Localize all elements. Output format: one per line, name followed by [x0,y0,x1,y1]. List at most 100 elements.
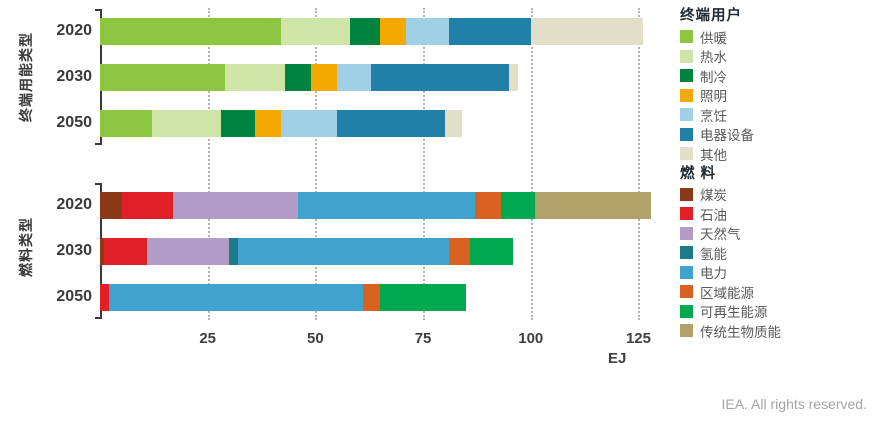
legend-label: 制冷 [700,69,727,85]
legend-label: 石油 [700,207,727,223]
legend-item: 电力 [680,263,872,283]
x-axis-unit-label: EJ [608,350,627,367]
group-fuel: 2020 2030 2050 [56,182,660,320]
legend-item: 氢能 [680,243,872,263]
bar-segment [535,191,652,219]
legend-swatch [680,324,693,338]
rows-enduse: 2020 2030 2050 [56,8,660,146]
legend-item: 供暖 [680,27,872,47]
bar-row: 2030 [56,54,660,100]
legend-section-title: 终端用户 [680,8,742,24]
y-group-label-fuel: 燃料类型 [18,217,34,277]
year-label: 2020 [56,22,92,39]
gridline [638,8,641,320]
bar-segment [147,237,230,265]
bar-row: 2030 [56,228,660,274]
year-label: 2050 [56,114,92,131]
stacked-bar [100,63,660,91]
legend-label: 传统生物质能 [700,324,781,340]
legend-swatch [680,226,693,240]
bar-segment [173,191,299,219]
legend-swatch [680,304,693,318]
bar-segment [280,109,337,137]
bar-groups: 2020 2030 2050 2020 2030 2050 [56,8,660,320]
bar-segment [474,191,501,219]
legend-item: 照明 [680,86,872,106]
bar-segment [100,191,122,219]
legend-item: 石油 [680,204,872,224]
bar-segment [311,63,337,91]
stacked-bar [100,237,660,265]
bar-segment [108,283,363,311]
legend-swatch [680,187,693,201]
legend-item: 可再生能源 [680,302,872,322]
bar-segment [530,17,643,45]
bar-segment [298,191,475,219]
legend-label: 可再生能源 [700,305,768,321]
x-axis: 25 50 75 100 125 [100,330,660,350]
group-enduse: 2020 2030 2050 [56,8,660,146]
bar-segment [100,63,225,91]
x-tick-label: 50 [307,330,324,347]
gridline [423,8,426,320]
x-tick-label: 25 [199,330,217,347]
stacked-bar [100,109,660,137]
year-label: 2030 [56,68,92,85]
legend-swatch [680,246,693,260]
bar-segment [100,17,281,45]
legend-swatch [680,147,693,161]
legend-swatch [680,69,693,83]
legend-item: 天然气 [680,224,872,244]
legend-swatch [680,49,693,63]
year-label: 2020 [56,196,92,213]
bar-segment [104,237,148,265]
legend-label: 煤炭 [700,188,727,204]
bar-segment [448,237,471,265]
bar-segment [371,63,510,91]
legend-swatch [680,285,693,299]
bar-segment [151,109,221,137]
bar-segment [100,237,105,265]
legend: 终端用户供暖热水制冷照明 烹饪电器设备其他燃 料煤炭石油天然气 氢能 电力区域能源可再… [680,6,872,341]
bar-segment [220,109,256,137]
stacked-bar [100,17,660,45]
bar-segment [121,191,174,219]
legend-item: 煤炭 [680,185,872,205]
bar-segment [280,17,350,45]
bar-segment [100,109,152,137]
stacked-bar [100,283,660,311]
legend-label: 热水 [700,50,727,66]
bar-segment [285,63,312,91]
rows-fuel: 2020 2030 2050 [56,182,660,320]
bar-segment [336,63,372,91]
x-tick-label: 75 [414,330,432,347]
stacked-bar [100,191,660,219]
bar-segment [444,109,462,137]
legend-item: 烹饪 [680,105,872,125]
bar-segment [470,237,514,265]
bar-segment [448,17,531,45]
legend-section-title: 燃 料 [680,165,717,182]
bar-segment [224,63,286,91]
legend-label: 天然气 [700,227,741,243]
bar-segment [349,17,380,45]
legend-label: 照明 [700,89,727,105]
legend-swatch [680,265,693,279]
legend-label: 电器设备 [700,128,754,144]
bar-segment [100,283,109,311]
bar-row: 2050 [56,100,660,146]
bar-segment [379,17,406,45]
bar-segment [379,283,467,311]
legend-label: 供暖 [700,30,727,46]
x-tick-label: 100 [518,330,544,347]
legend-label: 区域能源 [700,285,754,301]
legend-item: 其他 [680,144,872,164]
plot-area: 2020 2030 2050 2020 2030 2050 [56,8,660,320]
bar-segment [500,191,536,219]
legend-label: 其他 [700,147,727,163]
bar-row: 2020 [56,182,660,228]
legend-swatch [680,207,693,221]
year-label: 2050 [56,288,92,305]
legend-item: 区域能源 [680,282,872,302]
